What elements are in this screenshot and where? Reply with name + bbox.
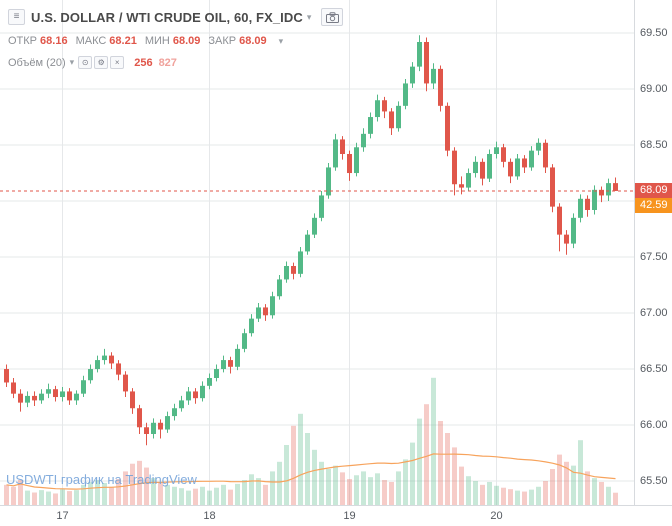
secondary-price-label: 42.59: [635, 198, 672, 214]
chart-plot-area[interactable]: ≡ U.S. DOLLAR / WTI CRUDE OIL, 60, FX_ID…: [0, 0, 634, 505]
price-axis-label: 65.50: [640, 475, 668, 488]
low-label: МИН: [144, 35, 170, 47]
close-value: 68.09: [239, 35, 267, 47]
price-axis-label: 69.50: [640, 27, 668, 40]
price-axis[interactable]: 68.09 42.59 69.5069.0068.5068.0067.5067.…: [634, 0, 672, 505]
close-icon[interactable]: ×: [110, 56, 125, 69]
time-axis-label: 17: [56, 510, 69, 522]
chevron-down-icon[interactable]: ▾: [306, 11, 312, 22]
symbol-title[interactable]: U.S. DOLLAR / WTI CRUDE OIL, 60, FX_IDC: [31, 9, 303, 25]
open-value: 68.16: [40, 35, 68, 47]
price-axis-label: 66.00: [640, 419, 668, 432]
price-axis-label: 66.50: [640, 363, 668, 376]
open-label: ОТКР: [8, 35, 38, 47]
chevron-down-icon[interactable]: ▾: [278, 35, 284, 46]
snapshot-camera-button[interactable]: [321, 8, 344, 26]
time-axis[interactable]: 17 18 19 20: [0, 505, 672, 526]
low-value: 68.09: [172, 35, 201, 47]
time-axis-label: 19: [343, 510, 356, 522]
volume-value: 256: [134, 56, 153, 69]
chevron-down-icon[interactable]: ▾: [69, 57, 75, 67]
volume-indicator-row: Объём (20) ▾ ⊙ ⚙ × 256 827: [8, 56, 343, 69]
last-price-label: 68.09: [635, 182, 672, 198]
price-axis-label: 69.00: [640, 83, 668, 96]
candlestick-chart[interactable]: [0, 0, 634, 505]
camera-icon: [325, 11, 339, 23]
volume-ma-value: 827: [158, 56, 177, 69]
ohlc-row: ОТКР 68.16 МАКС 68.21 МИН 68.09 ЗАКР 68.…: [8, 35, 343, 47]
gear-icon[interactable]: ⚙: [94, 56, 109, 69]
price-axis-label: 67.50: [640, 251, 668, 264]
high-label: МАКС: [75, 35, 107, 47]
chart-menu-icon[interactable]: ≡: [8, 9, 25, 25]
time-axis-label: 18: [203, 510, 216, 522]
eye-icon[interactable]: ⊙: [78, 56, 93, 69]
time-axis-label: 20: [490, 510, 503, 522]
high-value: 68.21: [109, 35, 137, 47]
symbol-title-row: ≡ U.S. DOLLAR / WTI CRUDE OIL, 60, FX_ID…: [8, 8, 344, 26]
price-axis-label: 67.00: [640, 307, 668, 320]
volume-indicator-label[interactable]: Объём (20): [8, 56, 66, 69]
tradingview-watermark-link[interactable]: USDWTI график на TradingView: [6, 472, 197, 487]
chart-legend: ≡ U.S. DOLLAR / WTI CRUDE OIL, 60, FX_ID…: [8, 8, 344, 78]
price-axis-label: 68.50: [640, 139, 668, 152]
close-label: ЗАКР: [208, 35, 237, 47]
